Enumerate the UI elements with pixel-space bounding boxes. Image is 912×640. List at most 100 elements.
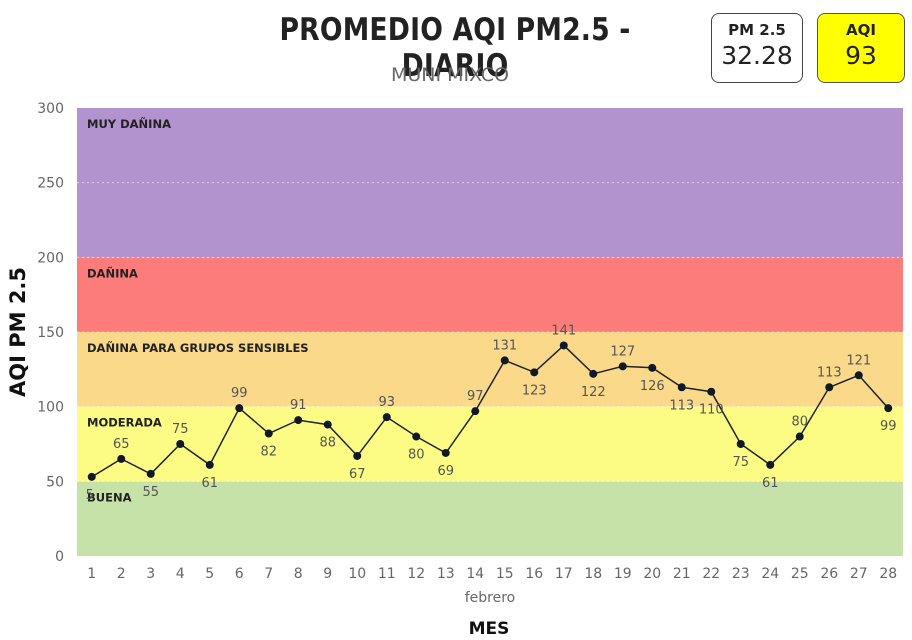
y-tick-label: 0 — [55, 549, 64, 565]
y-tick-label: 250 — [37, 176, 64, 192]
data-point — [471, 407, 480, 416]
data-label: 113 — [817, 365, 842, 380]
aqi-band — [77, 406, 903, 482]
x-tick-label: 5 — [205, 566, 214, 582]
x-tick-label: 26 — [820, 566, 838, 582]
x-tick-label: 20 — [643, 566, 661, 582]
data-label: 91 — [290, 398, 307, 413]
data-label: 131 — [492, 338, 517, 353]
data-label: 75 — [732, 455, 749, 470]
x-tick-label: 22 — [702, 566, 720, 582]
chart-title: PROMEDIO AQI PM2.5 - DIARIO — [279, 12, 631, 84]
aqi-band — [77, 332, 903, 407]
data-point — [618, 362, 627, 371]
data-label: 141 — [551, 323, 576, 338]
data-label: 93 — [378, 395, 395, 410]
data-point — [589, 369, 598, 378]
data-point — [854, 371, 863, 380]
data-point — [559, 341, 568, 350]
data-label: 123 — [522, 383, 547, 398]
x-tick-label: 28 — [879, 566, 897, 582]
band-label: DAÑINA — [87, 265, 138, 280]
x-tick-label: 13 — [437, 566, 455, 582]
y-tick-label: 200 — [37, 250, 64, 266]
x-tick-label: 16 — [525, 566, 543, 582]
data-label: 82 — [260, 445, 277, 460]
data-point — [264, 429, 273, 438]
y-tick-label: 300 — [37, 101, 64, 117]
x-tick-label: 6 — [235, 566, 244, 582]
y-axis-label: AQI PM 2.5 — [6, 267, 30, 397]
x-axis-label: MES — [469, 619, 510, 639]
data-point — [825, 383, 834, 392]
data-point — [736, 440, 745, 448]
data-point — [441, 448, 450, 457]
x-tick-label: 2 — [117, 566, 126, 582]
pm25-kpi-value: 32.28 — [721, 41, 793, 70]
pm25-kpi-card: PM 2.5 32.28 — [711, 13, 803, 83]
x-tick-label: 8 — [294, 566, 303, 582]
chart-subtitle: MUNI MIXCO — [390, 64, 509, 86]
data-label: 61 — [201, 476, 218, 491]
data-point — [766, 460, 775, 469]
data-label: 110 — [699, 403, 724, 418]
x-tick-label: 15 — [496, 566, 514, 582]
data-label: 55 — [142, 485, 159, 500]
data-label: 113 — [669, 398, 694, 413]
pm25-kpi-label: PM 2.5 — [728, 21, 786, 39]
data-label: 75 — [172, 422, 189, 437]
x-group-label: febrero — [465, 590, 516, 606]
data-point — [648, 363, 657, 372]
y-tick-label: 150 — [37, 325, 64, 341]
data-point — [530, 368, 539, 377]
x-tick-label: 14 — [466, 566, 484, 582]
data-label: 69 — [437, 464, 454, 479]
data-label: 127 — [610, 344, 635, 359]
data-label: 126 — [640, 379, 665, 394]
data-label: 61 — [762, 476, 779, 491]
band-label: MUY DAÑINA — [87, 116, 171, 131]
data-point — [884, 404, 893, 413]
band-label: MODERADA — [87, 416, 162, 430]
data-point — [176, 440, 185, 448]
series-line — [91, 344, 889, 478]
x-tick-label: 12 — [407, 566, 425, 582]
x-tick-label: 19 — [614, 566, 632, 582]
data-point — [323, 420, 332, 429]
data-label: 5 — [86, 488, 94, 503]
x-tick-label: 7 — [264, 566, 273, 582]
x-tick-label: 3 — [146, 566, 155, 582]
x-tick-label: 23 — [732, 566, 750, 582]
band-label: BUENA — [87, 490, 132, 504]
aqi-line-chart: BUENA MODERADA DAÑINA PARA GRUPOS SENSIBLE… — [6, 101, 903, 639]
data-label: 99 — [231, 386, 248, 401]
y-tick-label: 50 — [46, 474, 64, 490]
data-point — [677, 383, 686, 392]
data-point — [205, 460, 214, 469]
aqi-band — [77, 481, 903, 556]
data-point — [353, 451, 362, 460]
x-tick-label: 17 — [555, 566, 573, 582]
x-tick-label: 4 — [176, 566, 185, 582]
y-tick-label: 100 — [37, 400, 64, 416]
data-label: 99 — [880, 419, 897, 434]
data-point — [412, 432, 421, 441]
data-point — [87, 472, 96, 481]
data-label: 65 — [113, 437, 130, 452]
data-point — [382, 413, 391, 422]
x-tick-label: 10 — [348, 566, 366, 582]
data-label: 88 — [319, 436, 336, 451]
x-tick-label: 9 — [323, 566, 332, 582]
aqi-band — [77, 108, 903, 258]
data-point — [500, 356, 509, 365]
data-label: 97 — [467, 389, 484, 404]
data-point — [795, 432, 804, 441]
data-point — [294, 416, 303, 425]
aqi-kpi-card: AQI 93 — [817, 13, 905, 83]
aqi-band — [77, 257, 903, 332]
data-label: 80 — [408, 448, 425, 463]
data-point — [117, 454, 126, 463]
data-label: 122 — [581, 385, 606, 400]
data-point — [707, 387, 716, 396]
data-point — [146, 469, 155, 478]
